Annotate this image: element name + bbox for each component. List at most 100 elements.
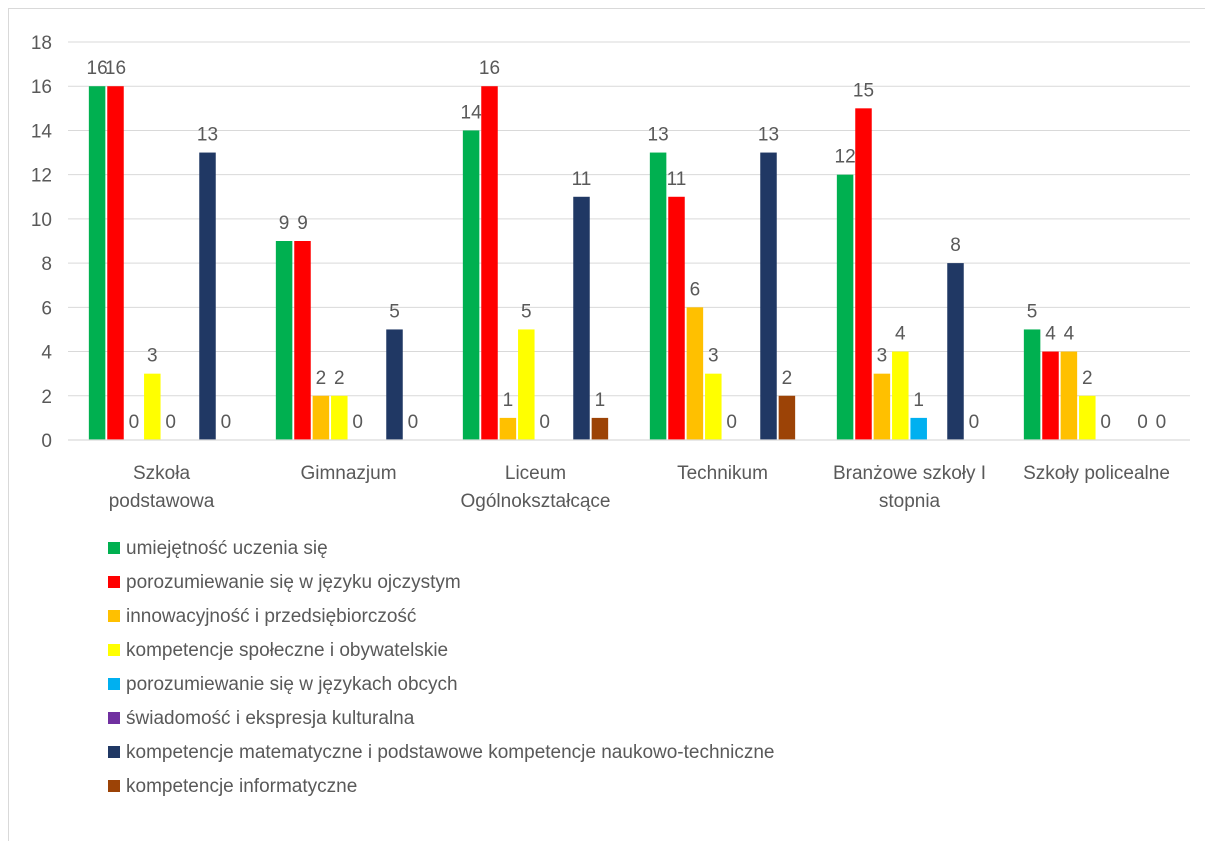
bar [873,373,891,440]
y-tick-label: 0 [41,431,52,452]
data-label: 0 [129,412,140,433]
bar [107,86,124,440]
legend-label: kompetencje matematyczne i podstawowe ko… [126,742,774,763]
bar [1060,351,1078,440]
x-category-label: Szkoły policealne [1023,463,1170,484]
y-tick-label: 12 [31,166,52,187]
bar [1042,351,1059,440]
data-label: 2 [334,368,345,389]
legend-swatch [108,712,120,724]
legend-label: porozumiewanie się w języku ojczystym [126,572,461,593]
bar [481,86,498,440]
data-label: 6 [690,279,701,300]
bar [1023,329,1041,440]
data-label: 16 [479,58,500,79]
data-label: 2 [782,368,793,389]
data-label: 3 [708,346,719,367]
y-tick-label: 18 [31,33,52,54]
y-tick-label: 4 [41,343,52,364]
data-label: 0 [221,412,232,433]
bar [668,196,685,440]
bar [947,263,964,440]
data-label: 11 [667,169,687,190]
y-tick-label: 16 [31,77,52,98]
legend-swatch [108,610,120,622]
x-category-label: Szkoła [133,463,190,484]
bar [686,307,704,440]
data-label: 4 [1045,324,1056,345]
data-label: 3 [877,346,888,367]
data-label: 5 [1027,301,1038,322]
bar [199,152,216,441]
data-label: 5 [389,301,400,322]
legend-label: porozumiewanie się w językach obcych [126,674,458,695]
data-label: 0 [1156,412,1167,433]
data-label: 4 [1064,324,1075,345]
bar [892,351,909,440]
bar [331,395,348,440]
y-tick-label: 10 [31,210,52,231]
x-category-label: Gimnazjum [300,463,396,484]
legend-label: kompetencje społeczne i obywatelskie [126,640,448,661]
y-tick-label: 8 [41,254,52,275]
legend-swatch [108,542,120,554]
bar [573,196,590,440]
data-label: 0 [165,412,176,433]
bar [591,417,609,440]
x-category-label: Branżowe szkoły I [833,463,986,484]
data-label: 3 [147,346,158,367]
legend-swatch [108,780,120,792]
chart-frame [8,8,1205,841]
data-label: 9 [297,213,308,234]
data-label: 11 [572,169,592,190]
data-label: 15 [853,80,874,101]
data-label: 0 [726,412,737,433]
x-category-label: podstawowa [109,491,215,512]
legend-swatch [108,746,120,758]
bar [88,86,106,440]
y-tick-label: 2 [41,387,52,408]
bar [499,417,517,440]
legend-label: świadomość i ekspresja kulturalna [126,708,415,729]
legend-swatch [108,576,120,588]
data-label: 13 [758,125,779,146]
bar [275,241,293,440]
bar [1079,395,1096,440]
data-label: 13 [197,125,218,146]
data-label: 0 [408,412,419,433]
data-label: 2 [1082,368,1093,389]
data-label: 1 [913,390,924,411]
data-label: 0 [352,412,363,433]
bar [910,417,927,440]
data-label: 12 [835,147,856,168]
data-label: 1 [595,390,606,411]
x-category-label: Technikum [677,463,768,484]
bar [836,174,854,440]
data-label: 2 [316,368,327,389]
data-label: 14 [461,102,483,123]
data-label: 8 [950,235,961,256]
bar [312,395,330,440]
bar [855,108,872,440]
legend-label: kompetencje informatyczne [126,776,357,797]
data-label: 13 [648,125,669,146]
data-label: 0 [1100,412,1111,433]
data-label: 16 [105,58,126,79]
bar [144,373,161,440]
x-category-label: stopnia [879,491,941,512]
data-label: 0 [969,412,980,433]
legend-label: umiejętność uczenia się [126,538,328,559]
data-label: 9 [279,213,290,234]
bar [462,130,480,440]
bar [294,241,311,440]
data-label: 4 [895,324,906,345]
y-tick-label: 6 [41,298,52,319]
data-label: 1 [503,390,514,411]
y-tick-label: 14 [31,121,53,142]
bar [705,373,722,440]
data-label: 5 [521,301,532,322]
data-label: 0 [539,412,550,433]
legend-label: innowacyjność i przedsiębiorczość [126,606,416,627]
bar [778,395,796,440]
